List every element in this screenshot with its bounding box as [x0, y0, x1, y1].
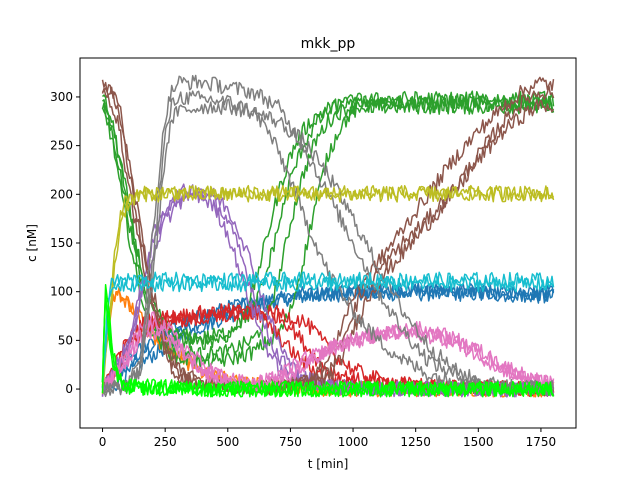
y-tick-label: 300 [50, 90, 73, 104]
series-line-18 [101, 87, 555, 396]
x-tick-label: 750 [279, 435, 302, 449]
series-line-9 [101, 90, 555, 345]
y-tick-label: 50 [58, 333, 73, 347]
chart-title: mkk_pp [301, 36, 356, 52]
y-tick-label: 100 [50, 285, 73, 299]
series-line-22 [101, 90, 555, 396]
x-tick-label: 1500 [463, 435, 494, 449]
x-tick-label: 1750 [526, 435, 557, 449]
x-axis-ticks: 0 250 500 750 1000 1250 1500 1750 [99, 428, 556, 449]
series-line-16 [101, 85, 555, 395]
series-line-26 [101, 184, 555, 386]
y-tick-label: 0 [65, 382, 73, 396]
series-line-28 [101, 271, 555, 389]
x-tick-label: 1250 [400, 435, 431, 449]
series-line-30 [101, 284, 554, 398]
series-line-31 [101, 294, 555, 398]
x-tick-label: 250 [154, 435, 177, 449]
series-layer [101, 74, 555, 398]
x-axis-label: t [min] [308, 457, 349, 471]
y-axis-label: c [nM] [25, 224, 39, 262]
y-tick-label: 250 [50, 139, 73, 153]
x-tick-label: 1000 [338, 435, 369, 449]
y-tick-label: 150 [50, 236, 73, 250]
y-tick-label: 200 [50, 187, 73, 201]
series-line-14 [101, 190, 555, 398]
series-line-17 [101, 76, 555, 395]
y-axis-ticks: 0 50 100 150 200 250 300 [50, 90, 80, 396]
x-tick-label: 0 [99, 435, 107, 449]
x-tick-label: 500 [216, 435, 239, 449]
series-line-21 [101, 320, 555, 392]
